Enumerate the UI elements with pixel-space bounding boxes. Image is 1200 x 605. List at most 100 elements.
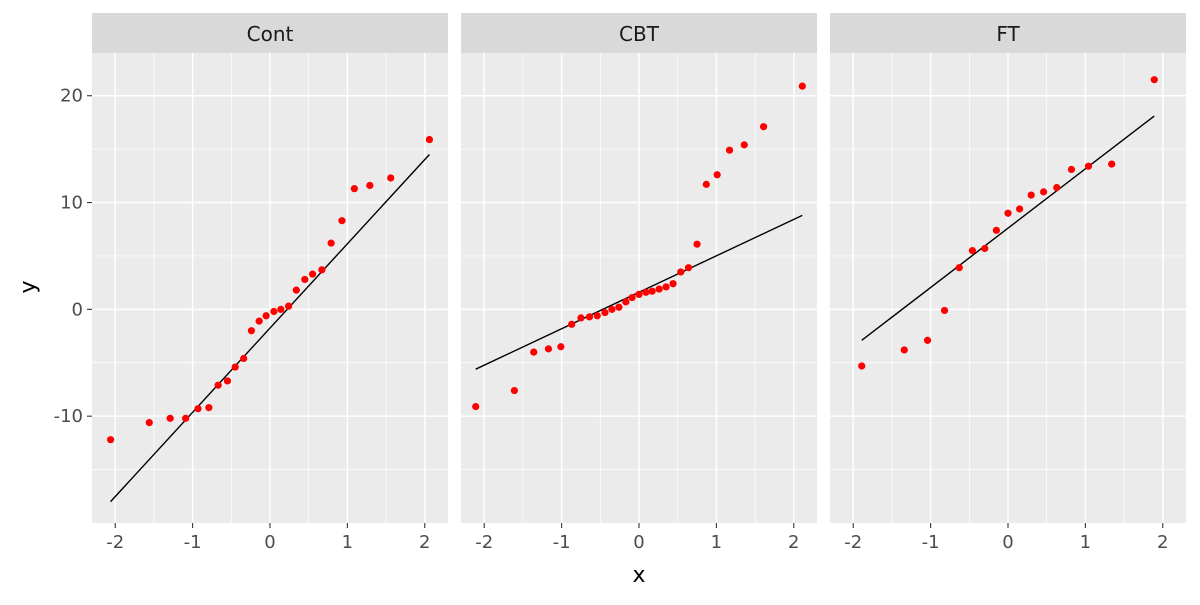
data-point bbox=[214, 381, 222, 389]
data-point bbox=[366, 181, 374, 190]
data-point bbox=[900, 346, 908, 354]
x-tick-label: 0 bbox=[633, 532, 644, 553]
data-point bbox=[557, 343, 565, 351]
data-point bbox=[968, 247, 977, 255]
data-point bbox=[106, 436, 115, 444]
facet-strip-label: CBT bbox=[619, 22, 660, 46]
data-point bbox=[585, 313, 594, 321]
x-tick-label: 0 bbox=[264, 532, 275, 553]
data-point bbox=[1004, 209, 1012, 217]
data-point bbox=[702, 180, 710, 188]
data-point bbox=[593, 312, 601, 320]
data-point bbox=[568, 320, 576, 328]
data-point bbox=[684, 264, 693, 272]
y-tick-label: 0 bbox=[72, 299, 83, 320]
data-point bbox=[858, 362, 866, 370]
data-point bbox=[301, 275, 309, 284]
x-tick-label: 2 bbox=[419, 532, 430, 553]
x-tick-label: -2 bbox=[475, 532, 493, 553]
data-point bbox=[725, 146, 734, 154]
data-point bbox=[194, 405, 202, 413]
x-tick-label: 1 bbox=[711, 532, 722, 553]
data-point bbox=[530, 348, 538, 356]
data-point bbox=[240, 354, 248, 363]
data-point bbox=[270, 307, 278, 316]
data-point bbox=[1084, 162, 1093, 170]
data-point bbox=[318, 266, 326, 274]
data-point bbox=[615, 303, 623, 311]
data-point bbox=[677, 268, 685, 276]
data-point bbox=[648, 287, 656, 295]
data-point bbox=[981, 244, 989, 253]
data-point bbox=[940, 306, 949, 315]
x-tick-label: 2 bbox=[1157, 532, 1168, 553]
facet-panel-cont: Cont -2 -1 0 1 2 bbox=[92, 13, 448, 553]
data-point bbox=[350, 185, 358, 193]
data-point bbox=[255, 317, 263, 325]
facet-strip-label: Cont bbox=[247, 22, 294, 46]
facet-strip bbox=[92, 13, 448, 53]
data-point bbox=[1016, 205, 1024, 213]
facet-strip bbox=[830, 13, 1186, 53]
data-point bbox=[798, 82, 806, 90]
data-point bbox=[642, 288, 650, 296]
y-axis-title: y bbox=[16, 280, 41, 293]
x-tick-label: -1 bbox=[922, 532, 940, 553]
data-point bbox=[760, 123, 768, 131]
data-point bbox=[669, 280, 677, 288]
data-point bbox=[292, 286, 300, 294]
data-point bbox=[284, 302, 293, 310]
data-point bbox=[1040, 188, 1048, 196]
x-tick-label: 1 bbox=[342, 532, 353, 553]
y-tick-label: 10 bbox=[60, 193, 83, 214]
data-point bbox=[1108, 160, 1116, 168]
data-point bbox=[308, 270, 317, 278]
y-tick-label: -10 bbox=[54, 406, 83, 427]
facet-panel-ft: FT -2 -1 0 1 2 bbox=[830, 13, 1186, 553]
data-point bbox=[622, 298, 630, 306]
data-point bbox=[662, 283, 670, 291]
data-point bbox=[425, 135, 434, 144]
data-point bbox=[223, 377, 232, 385]
qq-reference-line bbox=[861, 115, 1155, 341]
data-point bbox=[1150, 76, 1158, 84]
data-point bbox=[205, 404, 213, 412]
data-point bbox=[472, 402, 480, 411]
data-point bbox=[277, 305, 285, 313]
data-point bbox=[262, 312, 270, 320]
data-point bbox=[1027, 191, 1035, 199]
x-tick-label: 0 bbox=[1002, 532, 1013, 553]
x-tick-label: 1 bbox=[1080, 532, 1091, 553]
data-point bbox=[955, 264, 963, 272]
data-point bbox=[247, 327, 256, 335]
data-point bbox=[655, 285, 663, 293]
x-tick-label: 2 bbox=[788, 532, 799, 553]
x-tick-label: -2 bbox=[844, 532, 862, 553]
x-tick-label: -2 bbox=[106, 532, 124, 553]
data-point bbox=[740, 141, 748, 149]
data-point bbox=[577, 314, 585, 322]
data-point bbox=[338, 217, 346, 225]
qq-reference-line bbox=[110, 154, 430, 503]
data-point bbox=[1053, 183, 1061, 192]
data-point bbox=[544, 345, 553, 353]
facet-strip bbox=[461, 13, 817, 53]
data-point bbox=[608, 305, 616, 313]
data-point bbox=[182, 414, 190, 422]
data-point bbox=[145, 418, 153, 427]
data-point bbox=[327, 239, 335, 247]
data-point bbox=[628, 294, 636, 302]
x-tick-label: -1 bbox=[184, 532, 202, 553]
facet-strip-label: FT bbox=[996, 22, 1020, 46]
x-tick-label: -1 bbox=[553, 532, 571, 553]
data-point bbox=[1067, 165, 1076, 174]
data-point bbox=[166, 414, 174, 422]
y-axis: -10 0 10 20 bbox=[54, 86, 92, 427]
data-point bbox=[231, 363, 239, 371]
x-axis-title: x bbox=[632, 563, 645, 588]
data-point bbox=[713, 171, 721, 179]
data-point bbox=[635, 290, 643, 299]
data-point bbox=[510, 386, 518, 395]
